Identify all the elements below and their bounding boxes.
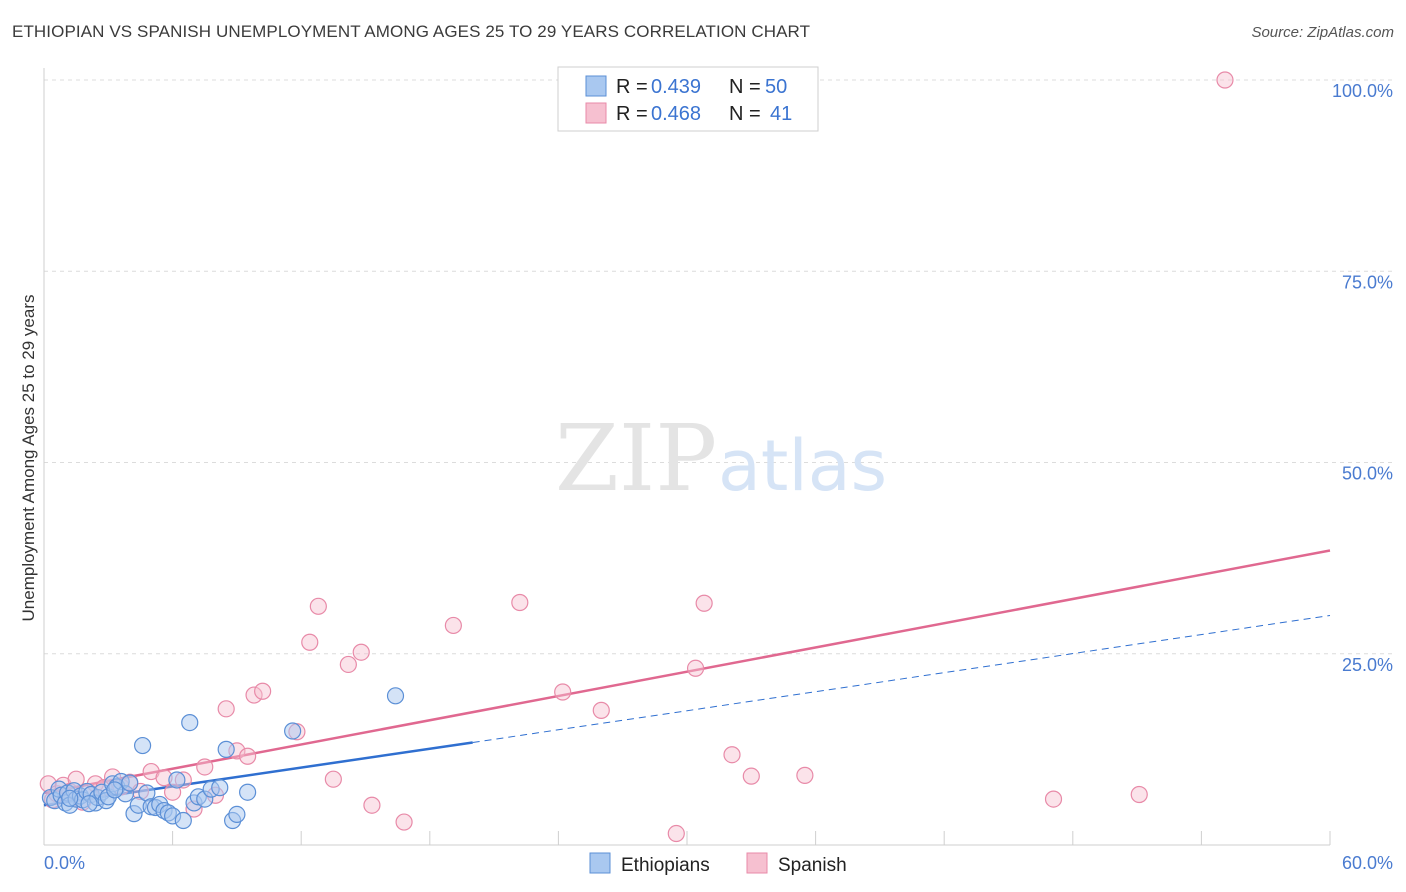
point-spanish [667, 824, 685, 843]
point-ethiopians [168, 771, 186, 789]
point-spanish [217, 700, 235, 718]
point-spanish [301, 633, 319, 651]
point-spanish [444, 616, 462, 635]
x-tick-label: 0.0% [44, 853, 85, 873]
y-axis-label: Unemployment Among Ages 25 to 29 years [19, 295, 38, 622]
y-tick-label: 50.0% [1342, 464, 1393, 484]
point-ethiopians [133, 736, 152, 755]
grid-lines [44, 79, 1394, 655]
bottom-legend: Ethiopians Spanish [589, 852, 847, 876]
point-ethiopians [174, 811, 192, 830]
point-spanish [695, 594, 713, 612]
point-spanish [742, 767, 760, 785]
y-tick-label: 100.0% [1332, 81, 1393, 101]
point-spanish [511, 593, 529, 612]
point-spanish [363, 796, 381, 814]
point-ethiopians [228, 805, 246, 824]
point-spanish [1044, 790, 1063, 808]
watermark: ZIP atlas [555, 405, 887, 512]
bottom-legend-ethiopians: Ethiopians [621, 855, 710, 876]
bottom-legend-swatch-ethiopians [589, 852, 611, 874]
point-spanish [196, 758, 214, 776]
point-spanish [339, 655, 357, 674]
point-spanish [309, 597, 327, 615]
point-spanish [796, 766, 814, 784]
legend-n-value-1: 50 [765, 76, 787, 98]
tick-labels: 25.0% 50.0% 75.0% 100.0% 0.0% 60.0% [44, 81, 1393, 873]
point-spanish [723, 746, 741, 764]
axes [43, 68, 1331, 846]
watermark-zip: ZIP [555, 405, 717, 512]
point-spanish [395, 813, 413, 831]
x-tick-label: 60.0% [1342, 853, 1393, 873]
point-spanish [352, 643, 370, 661]
trendline-spanish [43, 549, 1331, 795]
point-ethiopians [239, 783, 257, 801]
trendline-ethiopians-extended [472, 615, 1331, 743]
point-spanish [554, 683, 572, 701]
y-tick-label: 75.0% [1342, 272, 1393, 292]
legend-r-label-2: R = [616, 103, 648, 125]
watermark-atlas: atlas [718, 425, 887, 507]
point-spanish [324, 770, 342, 788]
point-spanish [245, 686, 263, 704]
point-spanish [592, 701, 610, 719]
legend-r-value-2: 0.468 [651, 103, 701, 125]
point-ethiopians [80, 795, 98, 813]
point-spanish [1216, 71, 1234, 89]
data-points [39, 71, 1234, 843]
point-ethiopians [106, 781, 124, 799]
point-ethiopians [181, 713, 199, 732]
point-ethiopians [217, 740, 235, 758]
point-ethiopians [61, 789, 79, 807]
legend-n-label-1: N = [729, 76, 761, 98]
point-spanish [1130, 785, 1148, 804]
legend-r-value-1: 0.439 [651, 76, 701, 98]
legend-r-label-1: R = [616, 76, 648, 98]
bottom-legend-swatch-spanish [746, 852, 768, 874]
point-spanish [239, 747, 257, 765]
point-ethiopians [386, 687, 405, 705]
legend-n-value-2: 41 [770, 103, 792, 125]
source-label: Source: ZipAtlas.com [1251, 24, 1394, 41]
chart-title: ETHIOPIAN VS SPANISH UNEMPLOYMENT AMONG … [12, 22, 811, 41]
legend-n-label-2: N = [729, 103, 761, 125]
trend-lines [43, 549, 1331, 807]
bottom-legend-spanish: Spanish [778, 855, 847, 876]
point-ethiopians [211, 779, 229, 797]
legend-box: R = 0.439 N = 50 R = 0.468 N = 41 [557, 66, 819, 132]
point-ethiopians [284, 722, 302, 740]
y-tick-label: 25.0% [1342, 655, 1393, 675]
point-ethiopians [121, 774, 139, 792]
point-spanish [686, 659, 705, 677]
legend-swatch-spanish [585, 102, 607, 124]
point-spanish [254, 682, 272, 700]
legend-swatch-ethiopians [585, 75, 607, 97]
